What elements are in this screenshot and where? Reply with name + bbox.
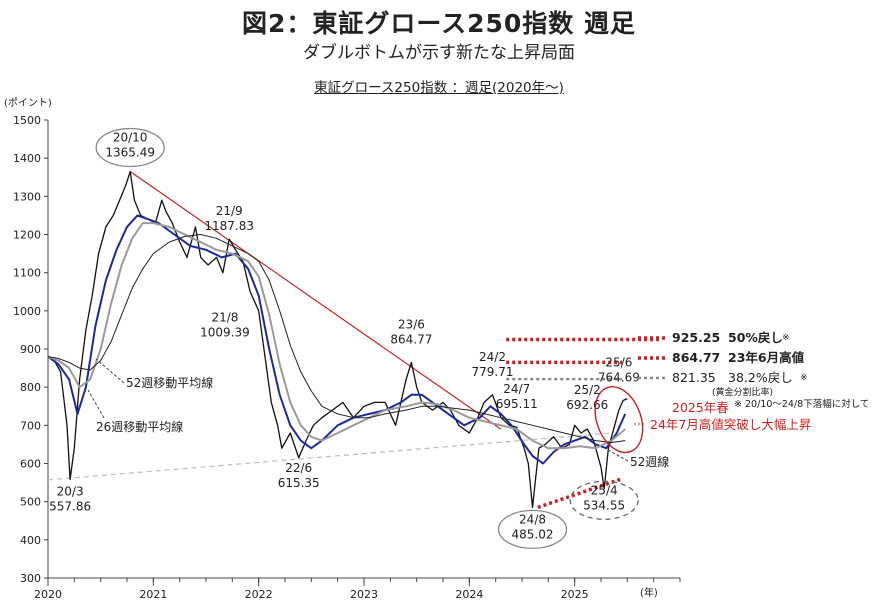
annotation-label: 1009.39 [200, 325, 250, 339]
annotation-label: 21/8 [211, 310, 238, 324]
x-tick-label: 2024 [455, 588, 483, 601]
legend-label: 38.2%戻し [728, 370, 793, 385]
chart-caption: 東証グロース250指数 ：週足(2020年～) [314, 80, 564, 96]
ma52-right-leader [607, 449, 629, 462]
legend-note: ※ [782, 333, 790, 343]
y-axis-unit: (ポイント) [4, 97, 52, 109]
series-line-0 [47, 170, 628, 509]
y-tick-label: 700 [20, 419, 41, 432]
annotation-label: 779.71 [472, 365, 514, 379]
y-tick-label: 900 [20, 343, 41, 356]
annotation-label: 22/6 [285, 461, 312, 475]
x-tick-label: 2022 [245, 588, 273, 601]
callout-breakout: 24年7月高値突破し大幅上昇 [650, 417, 811, 432]
series-line-3 [47, 234, 626, 443]
annotation-circle [569, 480, 639, 520]
legend-label: 23年6月高値 [728, 350, 805, 365]
annotation-label: 1365.49 [105, 146, 155, 160]
ma52-label: 52週移動平均線 [126, 375, 213, 390]
rally-circle [594, 386, 644, 454]
y-tick-label: 1100 [13, 267, 41, 280]
annotation-label: 764.69 [598, 371, 640, 385]
series-line-2 [47, 222, 626, 450]
annotation-label: 24/8 [519, 512, 546, 526]
footnote-range: ※ 20/10～24/8下落幅に対して [734, 398, 869, 410]
annotation-label: 1187.83 [204, 219, 254, 233]
annotation-label: 864.77 [390, 332, 432, 346]
footnote-golden: (黄金分割比率) [712, 386, 773, 398]
y-tick-label: 300 [20, 572, 41, 585]
y-tick-label: 1200 [13, 229, 41, 242]
legend-label: 50%戻し [728, 330, 783, 345]
annotation-label: 20/3 [57, 485, 84, 499]
annotation-label: 534.55 [583, 498, 625, 512]
legend-value: 864.77 [672, 350, 720, 365]
x-tick-label: 2025 [561, 588, 589, 601]
ref-line-bottoms [537, 477, 623, 510]
ref-line-support [47, 432, 612, 481]
y-tick-label: 500 [20, 496, 41, 509]
legend-note: ※ [800, 373, 808, 383]
annotation-label: 20/10 [113, 131, 148, 145]
annotation-label: 25/2 [574, 383, 601, 397]
y-tick-label: 600 [20, 458, 41, 471]
ref-line-trendline [129, 171, 502, 430]
x-tick-label: 2023 [350, 588, 378, 601]
y-tick-label: 1000 [13, 305, 41, 318]
annotation-label: 692.66 [566, 398, 608, 412]
ma52-right-label: 52週線 [630, 454, 669, 469]
annotation-circle [497, 509, 568, 550]
annotation-label: 25/6 [605, 356, 632, 370]
y-tick-label: 1500 [13, 114, 41, 127]
annotation-label: 25/4 [591, 483, 618, 497]
y-tick-label: 1400 [13, 152, 41, 165]
y-tick-label: 400 [20, 534, 41, 547]
annotation-label: 24/7 [503, 382, 530, 396]
annotation-circle [95, 127, 165, 168]
annotation-label: 557.86 [49, 500, 91, 514]
ma52-leader [95, 358, 125, 384]
annotation-label: 21/9 [216, 204, 243, 218]
ma26-label: 26週移動平均線 [96, 419, 183, 434]
x-tick-label: 2020 [34, 588, 62, 601]
annotation-label: 23/6 [398, 317, 425, 331]
series-line-1 [47, 214, 627, 465]
annotation-label: 615.35 [278, 476, 320, 490]
annotation-label: 24/2 [479, 350, 506, 364]
legend-value: 821.35 [672, 370, 716, 385]
chart-title: 図2：東証グロース250指数 週足 [241, 9, 637, 38]
callout-spring: 2025年春 [672, 400, 729, 415]
annotation-label: 695.11 [496, 397, 538, 411]
ma26-leader [87, 389, 105, 419]
annotation-label: 485.02 [512, 527, 554, 541]
legend-value: 925.25 [672, 330, 720, 345]
x-tick-label: 2021 [139, 588, 167, 601]
chart-subtitle: ダブルボトムが示す新たな上昇局面 [303, 43, 575, 63]
x-axis-unit: (年) [640, 586, 658, 599]
y-tick-label: 800 [20, 381, 41, 394]
y-tick-label: 1300 [13, 190, 41, 203]
